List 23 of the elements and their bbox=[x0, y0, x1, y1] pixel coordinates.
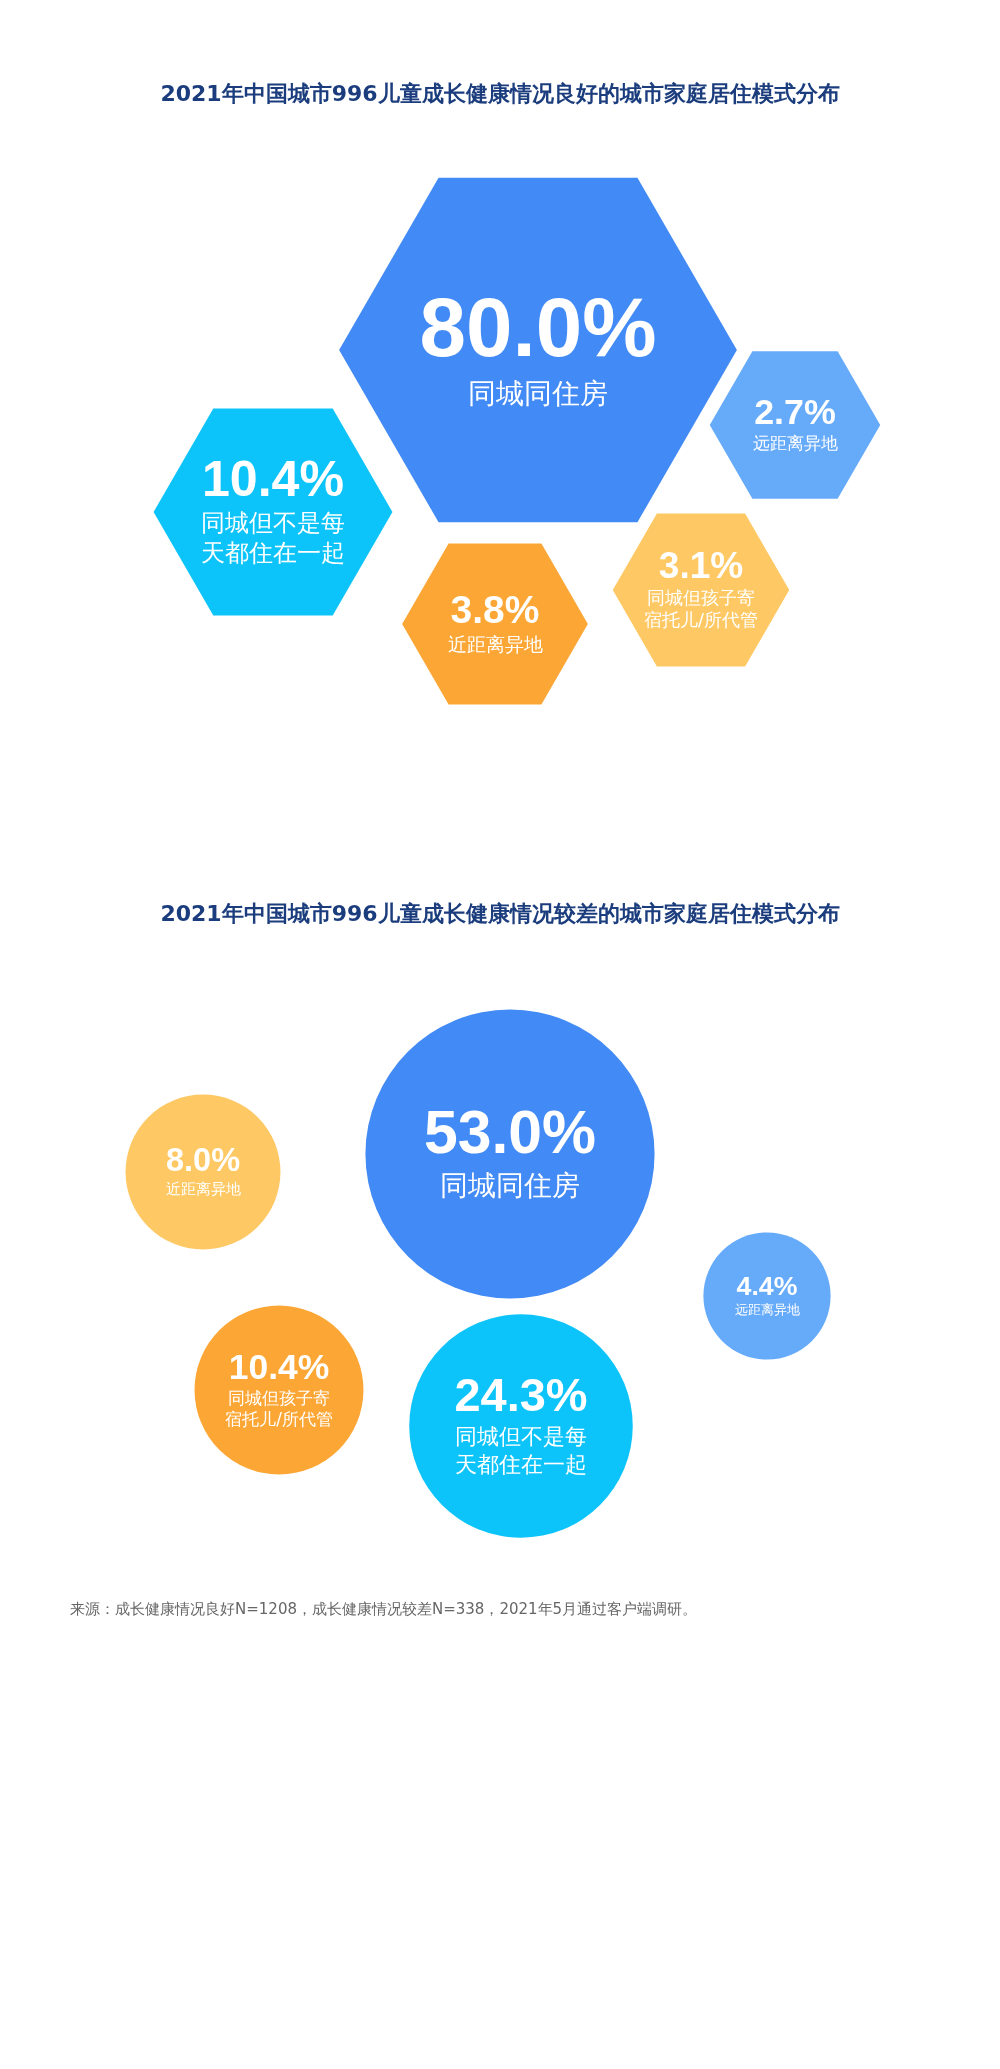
data-label: 4.4% bbox=[736, 1271, 798, 1302]
category-label: 同城但孩子寄宿托儿/所代管 bbox=[225, 1387, 333, 1429]
data-label: 8.0% bbox=[165, 1142, 241, 1179]
data-label: 3.1% bbox=[658, 544, 744, 587]
data-label: 2.7% bbox=[754, 392, 836, 433]
category-label: 同城同住房 bbox=[468, 376, 608, 410]
category-label: 近距离异地 bbox=[165, 1180, 241, 1199]
data-label: 3.8% bbox=[450, 588, 540, 632]
category-label: 同城但不是每天都住在一起 bbox=[201, 509, 345, 568]
category-label: 同城同住房 bbox=[440, 1169, 580, 1203]
data-label: 24.3% bbox=[454, 1369, 588, 1421]
source-note: 来源：成长健康情况良好N=1208，成长健康情况较差N=338，2021年5月通过客户端调研。 bbox=[70, 1599, 698, 1618]
data-label: 80.0% bbox=[419, 279, 657, 374]
data-label: 10.4% bbox=[201, 450, 345, 507]
data-label: 53.0% bbox=[423, 1098, 597, 1167]
text: 2021年中国城市996儿童成长健康情况良好的城市家庭居住模式分布 bbox=[160, 80, 840, 106]
category-label: 远距离异地 bbox=[734, 1302, 800, 1318]
category-label: 近距离异地 bbox=[447, 633, 543, 655]
text: 2021年中国城市996儿童成长健康情况较差的城市家庭居住模式分布 bbox=[160, 900, 840, 926]
category-label: 同城但不是每天都住在一起 bbox=[455, 1423, 587, 1478]
data-label: 10.4% bbox=[228, 1346, 330, 1387]
category-label: 同城但孩子寄宿托儿/所代管 bbox=[644, 588, 758, 631]
category-label: 远距离异地 bbox=[752, 433, 838, 454]
